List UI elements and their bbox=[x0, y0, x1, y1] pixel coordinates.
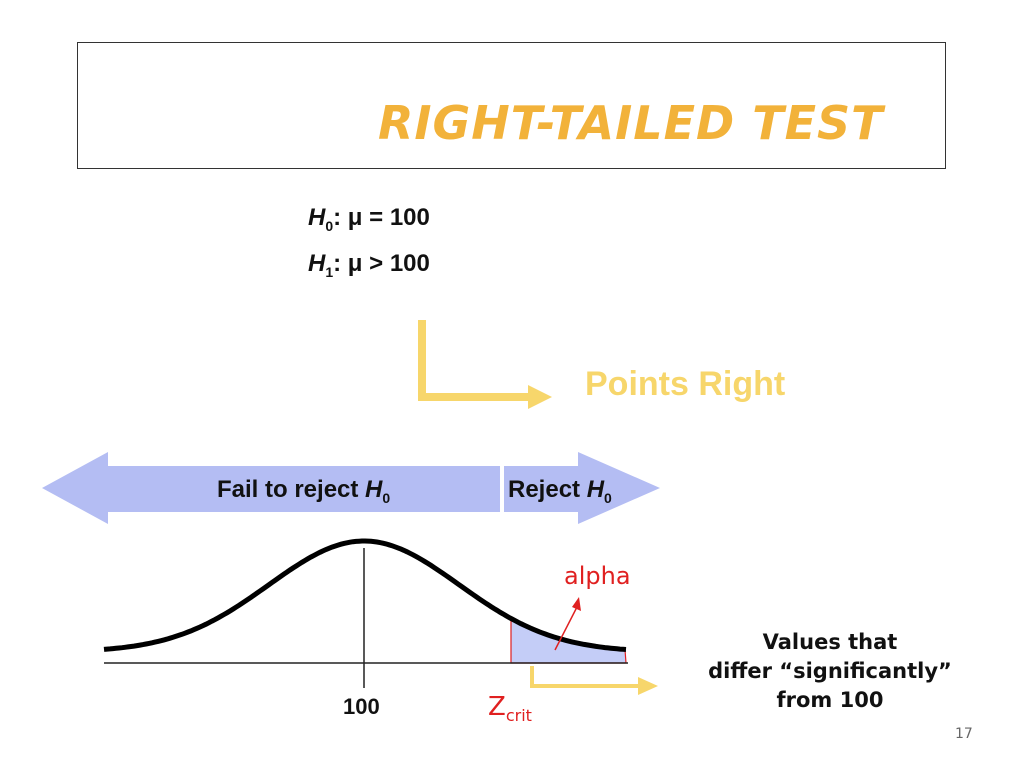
alternative-hypothesis-symbol: H bbox=[308, 250, 326, 277]
reject-symbol: H bbox=[586, 476, 605, 503]
significance-note-line-2: differ “significantly” bbox=[708, 659, 952, 683]
null-hypothesis-symbol: H bbox=[308, 204, 326, 231]
alternative-hypothesis-subscript: 1 bbox=[325, 263, 334, 280]
fail-region-arrow bbox=[42, 452, 500, 524]
reject-label: Reject H0 bbox=[508, 476, 612, 506]
reject-region-arrow bbox=[504, 452, 660, 524]
critical-value-symbol: Z bbox=[488, 692, 506, 722]
critical-value-subscript: crit bbox=[505, 706, 532, 726]
null-hypothesis-subscript: 0 bbox=[325, 217, 334, 234]
tail-arrow-head bbox=[638, 677, 658, 695]
alternative-hypothesis-text: : μ > 100 bbox=[333, 250, 430, 277]
significance-note-line-1: Values that bbox=[762, 630, 898, 654]
fail-to-reject-label: Fail to reject H0 bbox=[217, 476, 390, 506]
alpha-pointer-head bbox=[572, 597, 581, 611]
significance-note-line-3: from 100 bbox=[776, 688, 884, 712]
slide-number: 17 bbox=[955, 726, 973, 742]
null-hypothesis-text: : μ = 100 bbox=[333, 204, 430, 231]
null-hypothesis: H0: μ = 100 bbox=[308, 204, 430, 234]
bell-curve bbox=[103, 538, 627, 652]
bent-arrow-head bbox=[528, 385, 552, 409]
fail-to-reject-symbol: H bbox=[365, 476, 383, 503]
points-right-label: Points Right bbox=[585, 365, 786, 403]
reject-text: Reject bbox=[508, 476, 587, 503]
fail-to-reject-subscript: 0 bbox=[382, 489, 391, 506]
bent-arrow-line bbox=[418, 320, 532, 401]
page-title: RIGHT-TAILED TEST bbox=[378, 96, 884, 150]
significance-note: Values that differ “significantly” from … bbox=[690, 628, 970, 715]
fail-to-reject-text: Fail to reject bbox=[217, 476, 366, 503]
tail-arrow-line bbox=[530, 666, 640, 688]
alpha-pointer-line bbox=[554, 606, 578, 651]
mean-value-label: 100 bbox=[343, 694, 380, 719]
critical-value-label: Zcrit bbox=[488, 692, 532, 725]
reject-subscript: 0 bbox=[604, 489, 612, 506]
title-box bbox=[77, 42, 946, 169]
alternative-hypothesis: H1: μ > 100 bbox=[308, 250, 430, 280]
alpha-label: alpha bbox=[564, 562, 631, 590]
